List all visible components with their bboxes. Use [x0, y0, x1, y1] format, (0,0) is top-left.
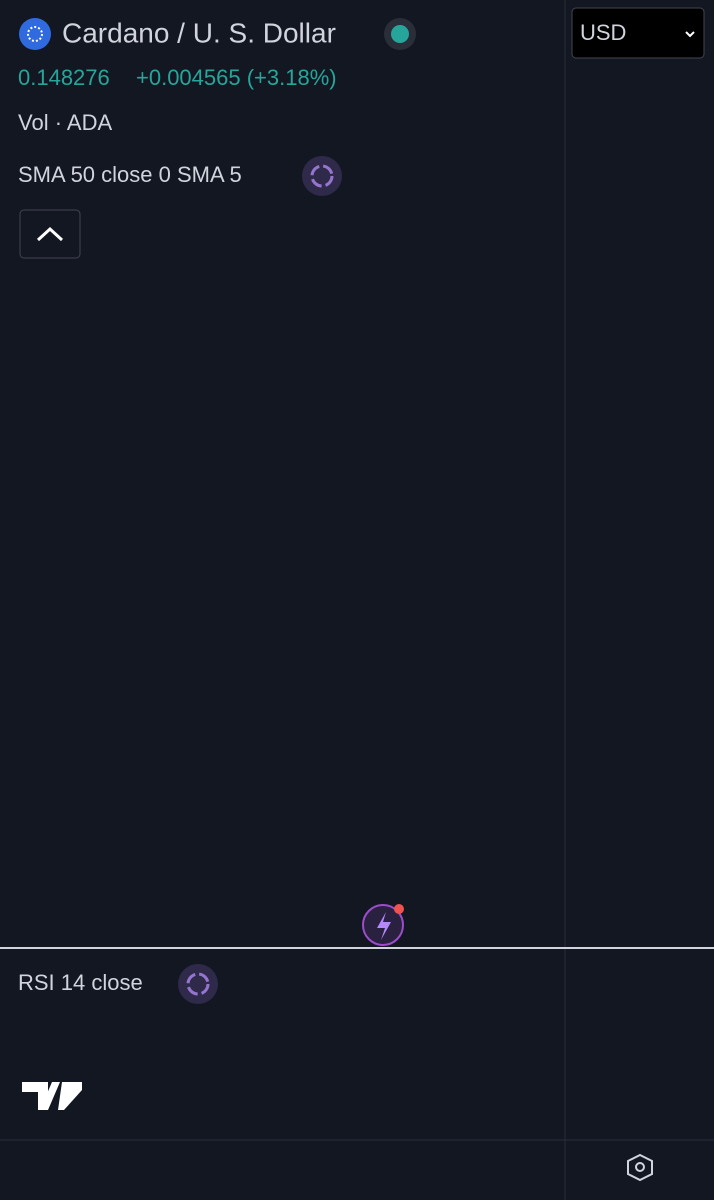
dropdown-icon — [685, 31, 695, 38]
notification-dot — [394, 904, 404, 914]
status-dot — [391, 25, 409, 43]
indicator-icon — [310, 164, 334, 188]
collapse-button[interactable] — [19, 209, 81, 259]
currency: USD — [580, 20, 626, 45]
coin-icon — [19, 18, 51, 50]
rsi-icon — [186, 972, 210, 996]
rsi-legend: RSI 14 close — [18, 970, 143, 995]
indicator-legend: SMA 50 close 0 SMA 5 — [18, 162, 242, 187]
tv-logo — [22, 1082, 82, 1110]
settings-icon — [635, 1162, 645, 1172]
settings-button[interactable] — [627, 1153, 653, 1182]
coin-icon-mark — [27, 26, 43, 42]
collapse-icon — [36, 226, 64, 242]
symbol-title: Cardano / U. S. Dollar — [62, 17, 336, 48]
indicator-button[interactable] — [302, 156, 342, 196]
volume-legend: Vol · ADA — [18, 110, 112, 135]
last-price: 0.148276 — [18, 65, 110, 90]
price-change: +0.004565 (+3.18%) — [136, 65, 337, 90]
currency-select[interactable] — [571, 7, 705, 59]
assistant-icon — [377, 912, 391, 940]
rsi-button[interactable] — [178, 964, 218, 1004]
